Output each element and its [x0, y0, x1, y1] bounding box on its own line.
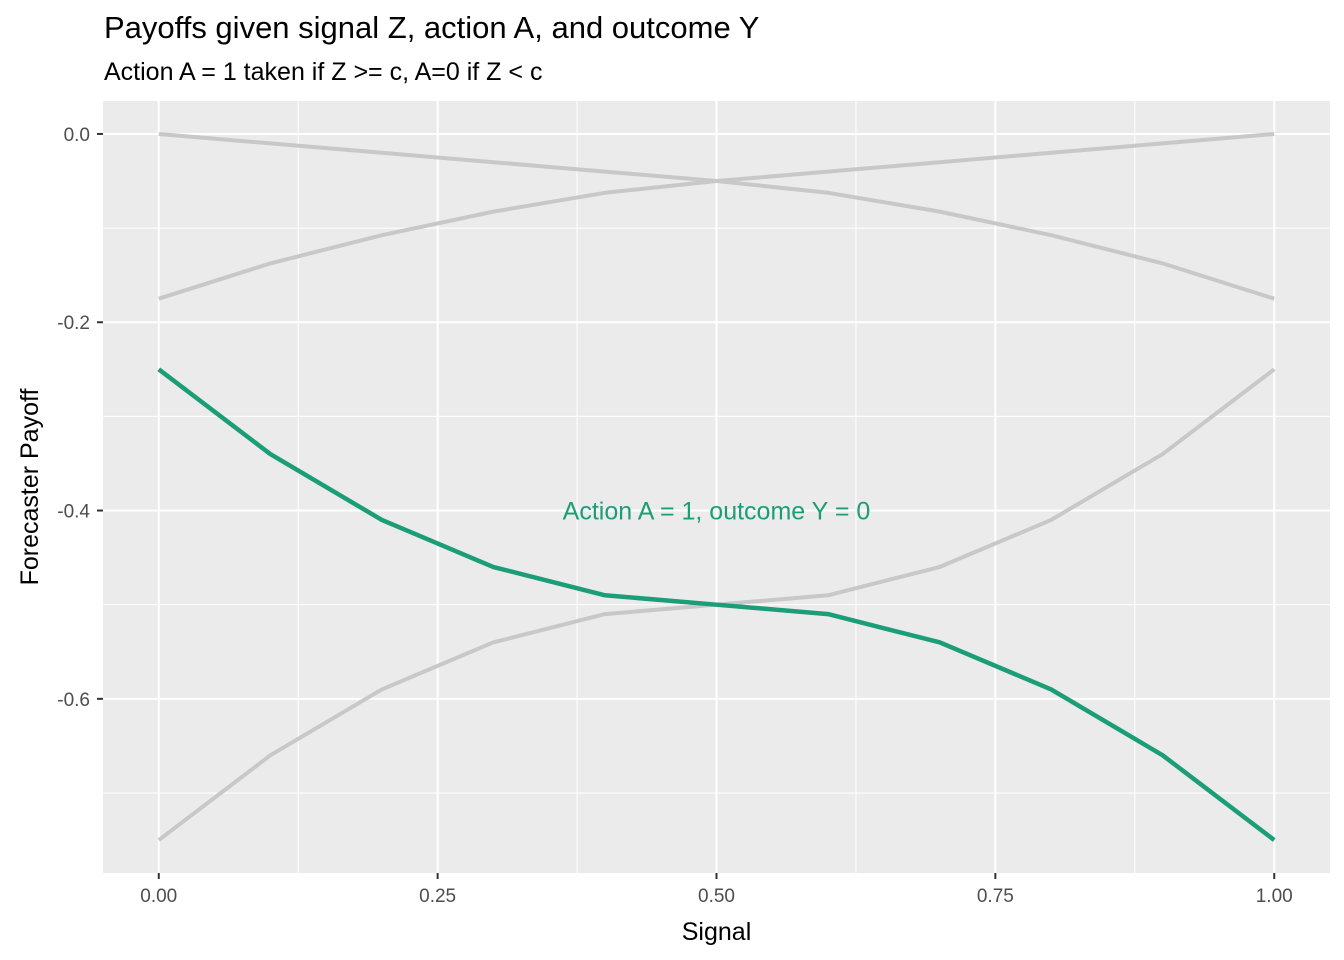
annotation-label: Action A = 1, outcome Y = 0 — [563, 498, 871, 526]
x-tick-label: 0.50 — [698, 886, 735, 907]
x-axis: 0.00 0.25 0.50 0.75 1.00 — [140, 873, 1293, 907]
x-axis-title: Signal — [682, 918, 752, 946]
x-tick-label: 0.75 — [977, 886, 1014, 907]
major-gridlines — [103, 101, 1330, 873]
x-tick-label: 1.00 — [1256, 886, 1293, 907]
series-line-2 — [158, 131, 1275, 301]
series-layer — [157, 131, 1276, 842]
y-axis-title: Forecaster Payoff — [16, 389, 44, 586]
y-tick-label: 0.0 — [64, 125, 90, 146]
x-tick-label: 0.25 — [419, 886, 456, 907]
series-line-highlight — [157, 367, 1276, 842]
y-axis: 0.0 -0.2 -0.4 -0.6 — [57, 125, 103, 711]
x-tick-label: 0.00 — [140, 886, 177, 907]
y-tick-label: -0.4 — [57, 502, 90, 523]
chart-subtitle: Action A = 1 taken if Z >= c, A=0 if Z <… — [104, 58, 543, 86]
y-tick-label: -0.2 — [57, 313, 90, 334]
y-tick-label: -0.6 — [57, 690, 90, 711]
chart-title: Payoffs given signal Z, action A, and ou… — [104, 10, 760, 45]
